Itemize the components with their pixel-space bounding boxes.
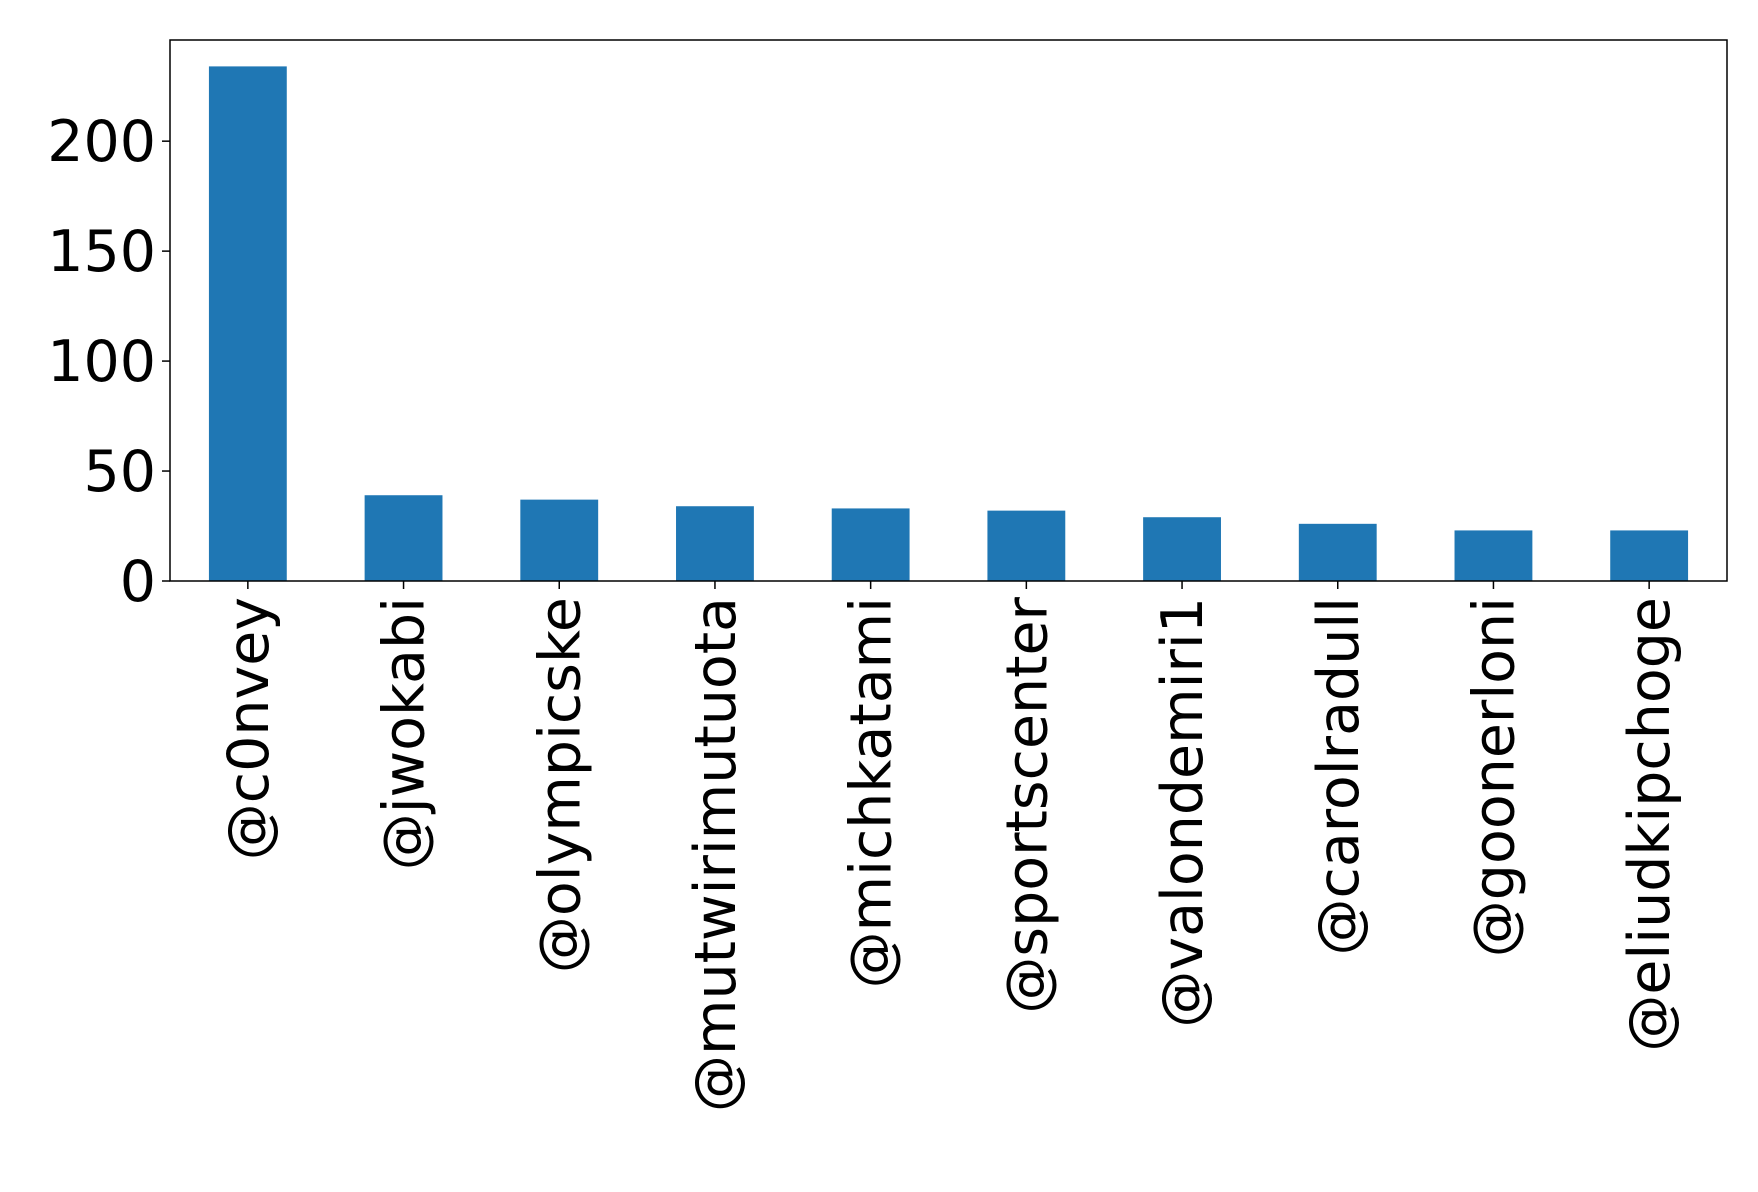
y-tick-label-0: 0 [120,549,156,615]
x-axis: @c0nvey @jwokabi @olympicske @mutwirimutuot… [216,581,1683,1112]
x-tick-label-5: @sportscenter [994,596,1060,1013]
bar-7 [1298,523,1377,581]
y-tick-label-1: 50 [83,439,156,505]
bars [208,66,1689,581]
bar-4 [831,508,910,581]
y-tick-label-3: 150 [47,219,156,285]
x-tick-label-3: @mutwirimutuota [683,597,749,1112]
plot-area-frame [169,39,1728,582]
y-tick-label-2: 100 [47,329,156,395]
bar-9 [1610,530,1689,581]
bar-2 [520,499,599,581]
x-tick-label-8: @goonerloni [1461,597,1527,957]
x-tick-label-4: @michkatami [839,597,905,988]
bar-1 [364,495,443,581]
bar-8 [1454,530,1533,581]
y-tick-label-4: 200 [47,109,156,175]
x-tick-label-1: @jwokabi [372,597,438,870]
bar-6 [1143,517,1221,581]
x-tick-label-7: @carolradull [1306,597,1372,956]
x-tick-label-6: @valondemiri1 [1150,597,1216,1028]
bar-0 [208,66,287,581]
x-tick-label-9: @eliudkipchoge [1617,597,1683,1052]
bar-5 [987,510,1066,581]
x-tick-label-2: @olympicske [527,597,593,973]
bar-3 [676,506,754,581]
y-axis: 0 50 100 150 200 [47,109,170,615]
x-tick-label-0: @c0nvey [216,597,282,860]
